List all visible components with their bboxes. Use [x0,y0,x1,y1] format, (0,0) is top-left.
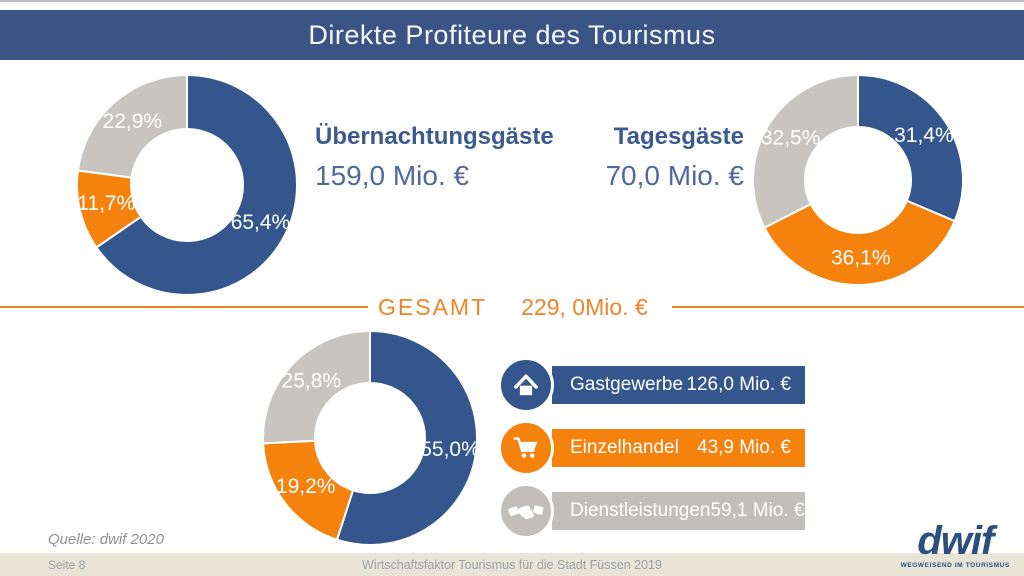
day-label: Tagesgäste [613,123,744,150]
slice-percent-label: 55,0% [420,438,479,461]
legend-value: 126,0 Mio. € [686,374,791,395]
legend-value: 59,1 Mio. € [710,500,805,521]
donut-chart-total: 55,0% 19,2% 25,8% [262,329,479,546]
donut-chart-overnight: 65,4% 11,7% 22,9% [76,73,298,296]
slice-percent-label: 32,5% [761,126,821,149]
page-title: Direkte Profiteure des Tourismus [308,19,716,50]
donut-slice [752,73,859,230]
donut-slice [335,329,478,546]
legend: Gastgewerbe 126,0 Mio. € Einzelhandel 43… [498,357,828,546]
legend-label: Gastgewerbe [570,374,684,395]
source-note: Quelle: dwif 2020 [48,531,164,548]
donut-slice [763,199,956,286]
gesamt-row: GESAMT 229, 0Mio. € [378,294,648,321]
title-bar: Direkte Profiteure des Tourismus [0,10,1024,60]
legend-label: Dienstleistungen [570,500,711,521]
slice-percent-label: 19,2% [276,475,336,498]
caption-overnight: Übernachtungsgäste 159,0 Mio. € [315,122,554,193]
gesamt-value: 229, 0Mio. € [521,294,648,320]
footer-page-number: Seite 8 [48,557,86,572]
slice-percent-label: 31,4% [894,124,954,147]
legend-row-dienstleistungen: Dienstleistungen 59,1 Mio. € [498,483,828,539]
day-value: 70,0 Mio. € [605,160,744,191]
gesamt-label: GESAMT [378,294,488,320]
slice-percent-label: 65,4% [231,211,291,234]
gesamt-divider-right [672,306,1024,308]
donut-slice [857,73,964,223]
slice-percent-label: 22,9% [103,110,163,133]
legend-value: 43,9 Mio. € [697,437,791,458]
handshake-icon [498,483,554,539]
dwif-logo: dwif WEGWEISEND IM TOURISMUS [900,519,1010,569]
legend-row-gastgewerbe: Gastgewerbe 126,0 Mio. € [498,357,828,413]
gesamt-divider-left [0,306,368,308]
house-icon [498,357,554,413]
overnight-value: 159,0 Mio. € [315,160,470,191]
legend-row-einzelhandel: Einzelhandel 43,9 Mio. € [498,420,828,476]
overnight-label: Übernachtungsgäste [315,123,554,150]
donut-slice [95,73,298,296]
top-border-line [0,0,1024,2]
dwif-logo-tagline: WEGWEISEND IM TOURISMUS [900,562,1010,569]
footer-bar: Seite 8 Wirtschaftsfaktor Tourismus für … [0,553,1024,576]
legend-label: Einzelhandel [570,437,679,458]
donut-slice [262,329,371,445]
slice-percent-label: 36,1% [831,246,891,269]
donut-slice [76,73,188,179]
cart-icon [498,420,554,476]
caption-day: Tagesgäste 70,0 Mio. € [605,122,744,193]
slice-percent-label: 25,8% [282,370,342,393]
footer-document-title: Wirtschaftsfaktor Tourismus für die Stad… [362,557,662,572]
donut-chart-day: 31,4% 36,1% 32,5% [752,73,964,286]
dwif-logo-text: dwif [917,519,994,563]
slice-percent-label: 11,7% [77,192,135,215]
